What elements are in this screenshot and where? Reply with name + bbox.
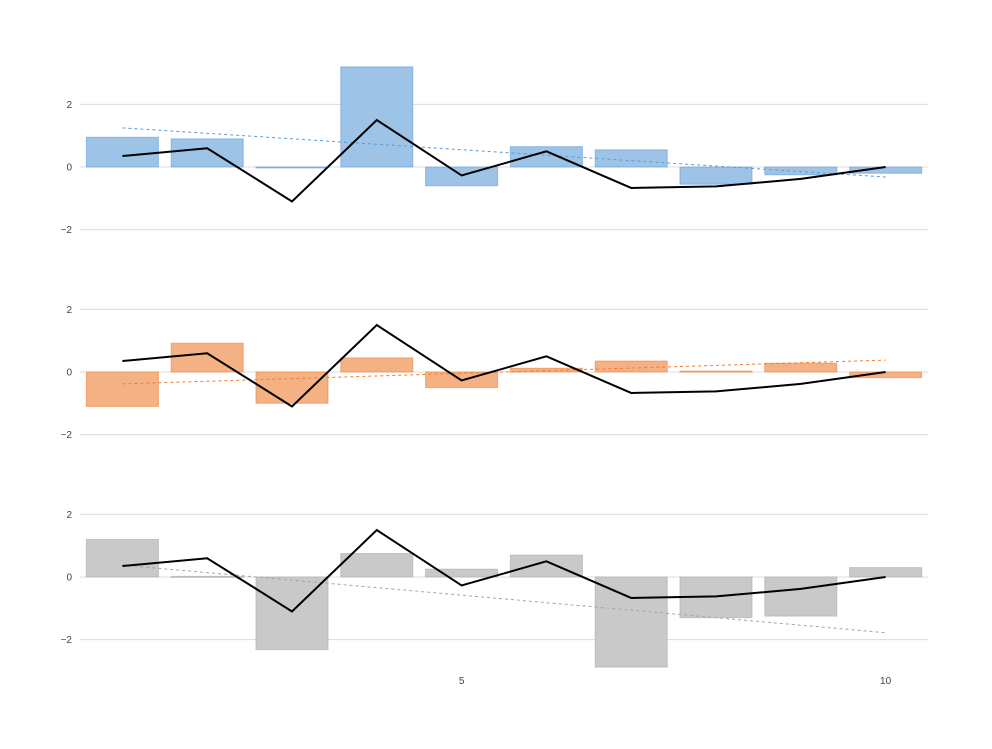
bar-panel3-2: [170, 575, 244, 578]
y-tick-label-panel2--2: −2: [61, 430, 73, 441]
bar-panel2-1: [85, 371, 159, 407]
bar-panel3-9: [764, 576, 838, 617]
bar-panel1-8: [679, 166, 753, 185]
bar-panel3-5: [425, 568, 499, 578]
bar-panel2-6: [509, 367, 583, 373]
bar-panel3-10: [849, 567, 923, 578]
y-tick-label-panel3-0: 0: [66, 573, 72, 584]
bar-panel1-7: [594, 149, 668, 168]
bar-panel2-2: [170, 342, 244, 373]
bar-panel2-7: [594, 360, 668, 373]
trend-line-panel1: [122, 127, 886, 178]
bar-panel3-7: [594, 576, 668, 668]
y-tick-label-panel1-0: 0: [66, 163, 72, 174]
bar-panel1-4: [340, 66, 414, 168]
bar-panel1-6: [509, 146, 583, 168]
line-series-panel1: [122, 118, 886, 203]
y-tick-label-panel1--2: −2: [61, 225, 73, 236]
bar-panel2-3: [255, 371, 329, 404]
bar-panel3-4: [340, 553, 414, 578]
bar-panel1-3: [255, 166, 329, 169]
bar-panel1-9: [764, 166, 838, 176]
line-series-panel2: [122, 323, 886, 408]
x-tick-label-5: 5: [459, 676, 465, 687]
bar-panel3-6: [509, 554, 583, 578]
x-tick-label-10: 10: [880, 676, 892, 687]
line-series-panel3: [122, 528, 886, 613]
y-tick-label-panel3-2: 2: [66, 510, 72, 521]
bar-panel1-1: [85, 136, 159, 168]
bar-panel1-2: [170, 138, 244, 168]
bar-panel2-8: [679, 370, 753, 373]
y-tick-label-panel2-0: 0: [66, 368, 72, 379]
y-tick-label-panel3--2: −2: [61, 635, 73, 646]
bar-panel2-4: [340, 357, 414, 373]
trend-line-panel3: [122, 564, 886, 634]
y-tick-label-panel2-2: 2: [66, 305, 72, 316]
bar-panel3-1: [85, 538, 159, 578]
y-tick-label-panel1-2: 2: [66, 100, 72, 111]
bar-panel2-9: [764, 362, 838, 373]
